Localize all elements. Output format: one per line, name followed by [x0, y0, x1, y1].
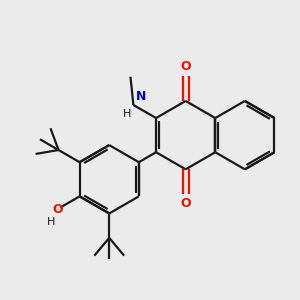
Text: O: O: [52, 203, 62, 216]
Text: N: N: [136, 90, 146, 103]
Text: O: O: [180, 197, 191, 211]
Text: H: H: [47, 217, 56, 227]
Text: H: H: [123, 109, 131, 118]
Text: O: O: [180, 60, 191, 73]
